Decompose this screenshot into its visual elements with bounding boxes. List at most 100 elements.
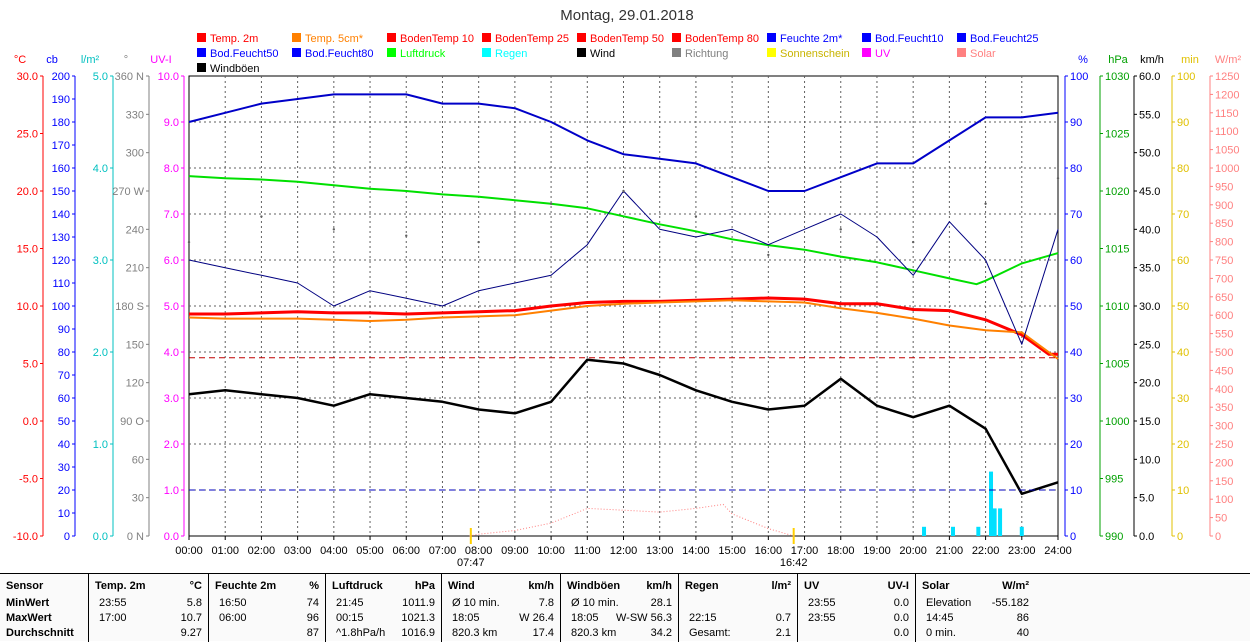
axis-tick-label: 90 bbox=[58, 324, 70, 336]
axis-tick-label: 80 bbox=[1177, 163, 1189, 175]
axis-tick-label: 60 bbox=[1070, 255, 1082, 267]
axis-tick-label: 15.0 bbox=[1139, 416, 1160, 428]
bar-regen bbox=[950, 526, 955, 536]
axis-tick-label: 90 bbox=[1177, 117, 1189, 129]
axis-tick-label: 110 bbox=[52, 278, 70, 290]
axis-tick-label: 50.0 bbox=[1139, 148, 1160, 160]
axis-tick-label: 180 bbox=[52, 117, 70, 129]
axis-tick-label: 9.0 bbox=[164, 117, 179, 129]
legend-swatch-bodentemp-50 bbox=[577, 33, 586, 42]
table-cell-time: 17:00 bbox=[99, 612, 127, 624]
table-cell-value: 34.2 bbox=[650, 627, 672, 639]
point-richtung bbox=[694, 215, 698, 218]
axis-unit-left-4: UV-I bbox=[150, 54, 171, 66]
axis-tick-label: 1010 bbox=[1105, 301, 1129, 313]
table-cell-time: 16:50 bbox=[219, 597, 247, 609]
axis-tick-label: 60 bbox=[1177, 255, 1189, 267]
axis-unit-right-0: % bbox=[1078, 54, 1088, 66]
series-line-wind bbox=[188, 358, 1059, 496]
legend-swatch-sonnenschein bbox=[767, 48, 776, 57]
table-header: Regen bbox=[685, 580, 719, 592]
legend-swatch-bod-feucht10 bbox=[862, 33, 871, 42]
grid bbox=[189, 76, 1058, 536]
axis-unit-left-1: cb bbox=[46, 54, 58, 66]
axis-tick-label: 1250 bbox=[1215, 71, 1239, 83]
axis-tick-label: 25.0 bbox=[1139, 339, 1160, 351]
axis-tick-label: 30 bbox=[132, 493, 144, 505]
axis-tick-label: 330 bbox=[126, 109, 144, 121]
legend-swatch-bod-feucht50 bbox=[197, 48, 206, 57]
axis-tick-label: 900 bbox=[1215, 200, 1233, 212]
axis-tick-label: 4.0 bbox=[93, 163, 108, 175]
x-tick-label: 11:00 bbox=[574, 545, 601, 557]
axis-tick-label: 20 bbox=[1177, 439, 1189, 451]
statistics-table: Sensor MinWert MaxWert Durchschnitt Temp. 2m… bbox=[0, 573, 1250, 642]
table-cell-time: 820.3 km bbox=[452, 627, 498, 639]
axis-tick-label: 995 bbox=[1105, 474, 1123, 486]
x-tick-label: 19:00 bbox=[863, 545, 891, 557]
axis-tick-label: 80 bbox=[58, 347, 70, 359]
axis-tick-label: 50 bbox=[1177, 301, 1189, 313]
axis-tick-label: 6.0 bbox=[164, 255, 179, 267]
legend-label-bod-feucht10: Bod.Feucht10 bbox=[875, 33, 944, 45]
legend-swatch-richtung bbox=[672, 48, 681, 57]
axis-tick-label: 190 bbox=[52, 94, 70, 106]
axis-tick-label: 400 bbox=[1215, 384, 1233, 396]
axis-tick-label: 150 bbox=[52, 186, 70, 198]
table-cell-value: 17.4 bbox=[532, 627, 554, 639]
legend: Temp. 2m Temp. 5cm* BodenTemp 10 BodenTemp … bbox=[197, 33, 1039, 75]
point-richtung bbox=[477, 240, 480, 244]
axis-tick-label: 240 bbox=[126, 224, 144, 236]
axis-tick-label: 1030 bbox=[1105, 71, 1129, 83]
table-header: Solar bbox=[922, 580, 950, 592]
table-header: Feuchte 2m bbox=[215, 580, 277, 592]
legend-label-regen: Regen bbox=[495, 48, 527, 60]
axis-tick-label: 100 bbox=[1070, 71, 1088, 83]
axis-tick-label: 250 bbox=[1215, 439, 1233, 451]
axis-tick-label: 550 bbox=[1215, 329, 1233, 341]
axis-tick-label: 80 bbox=[1070, 163, 1082, 175]
x-tick-label: 00:00 bbox=[175, 545, 203, 557]
axis-tick-label: 990 bbox=[1105, 531, 1123, 543]
axis-tick-label: 300 bbox=[126, 148, 144, 160]
x-tick-label: 20:00 bbox=[899, 545, 927, 557]
legend-label-bodentemp-50: BodenTemp 50 bbox=[590, 33, 664, 45]
legend-label-feuchte-2m: Feuchte 2m* bbox=[780, 33, 843, 45]
table-row-label: Durchschnitt bbox=[6, 627, 74, 639]
axis-tick-label: 30 bbox=[1070, 393, 1082, 405]
axis-tick-label: 10 bbox=[1070, 485, 1082, 497]
axis-tick-label: 1.0 bbox=[93, 439, 108, 451]
table-column-luftdruck: Luftdruck hPa 21:45 1011.9 00:15 1021.3 ^1.8hP… bbox=[325, 574, 441, 642]
table-cell-value: 86 bbox=[1016, 612, 1029, 624]
axis-tick-label: 0.0 bbox=[164, 531, 179, 543]
table-column-windb-en: Windböen km/h Ø 10 min. 28.1 18:05 W-SW 56.3 8… bbox=[560, 574, 678, 642]
axis-tick-label: 1200 bbox=[1215, 89, 1239, 101]
table-cell-value: 96 bbox=[306, 612, 319, 624]
axis-tick-label: 100 bbox=[52, 301, 70, 313]
table-cell-value: W 26.4 bbox=[519, 612, 554, 624]
series-line-feuchte-2m bbox=[188, 93, 1059, 192]
legend-swatch-temp-5cm bbox=[292, 33, 301, 42]
axis-tick-label: -10.0 bbox=[13, 531, 38, 543]
axis-tick-label: 1150 bbox=[1215, 108, 1239, 120]
axis-tick-label: 200 bbox=[1215, 457, 1233, 469]
axis-tick-label: 0.0 bbox=[1139, 531, 1154, 543]
table-cell-value: 1021.3 bbox=[401, 612, 435, 624]
axis-tick-label: 0 bbox=[1215, 531, 1221, 543]
legend-swatch-regen bbox=[482, 48, 491, 57]
table-cell-time: ^1.8hPa/h bbox=[336, 627, 386, 639]
axis-tick-label: 25.0 bbox=[17, 129, 38, 141]
axis-tick-label: 120 bbox=[126, 378, 144, 390]
legend-swatch-wind bbox=[577, 48, 586, 57]
axis-tick-label: 1000 bbox=[1105, 416, 1129, 428]
axis-tick-label: 130 bbox=[52, 232, 70, 244]
axis-tick-label: 4.0 bbox=[164, 347, 179, 359]
axis-tick-label: 750 bbox=[1215, 255, 1233, 267]
axis-tick-label: 30.0 bbox=[1139, 301, 1160, 313]
axis-tick-label: 10.0 bbox=[158, 71, 179, 83]
axis-tick-label: 50 bbox=[58, 416, 70, 428]
axis-tick-label: 300 bbox=[1215, 421, 1233, 433]
table-cell-time: Ø 10 min. bbox=[452, 597, 500, 609]
plot-series bbox=[187, 93, 1060, 537]
table-column-solar: Solar W/m² Elevation -55.182 14:45 86 0 min. 40 bbox=[915, 574, 1035, 642]
